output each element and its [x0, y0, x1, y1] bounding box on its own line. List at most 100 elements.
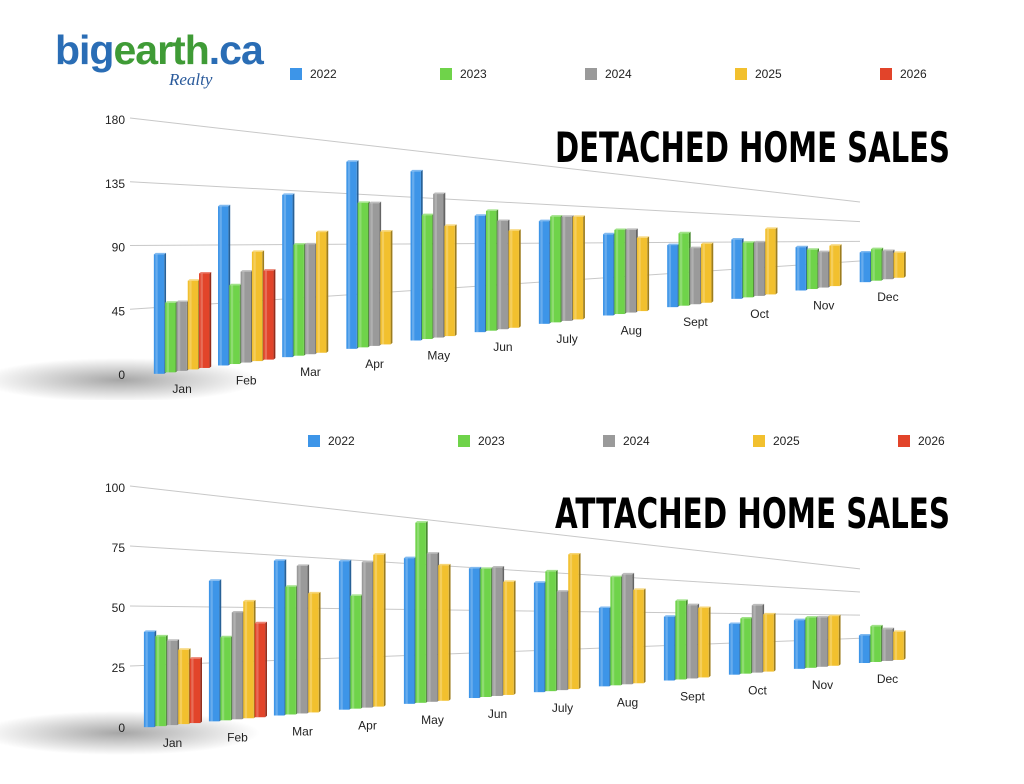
bar-may-2024: [426, 552, 440, 702]
legend-swatch: [753, 435, 765, 447]
bar-oct-2024: [753, 240, 767, 296]
legend-swatch: [458, 435, 470, 447]
legend-swatch: [290, 68, 302, 80]
legend-swatch: [603, 435, 615, 447]
bar-aug-2023: [614, 228, 627, 315]
bar-nov-2024: [818, 250, 831, 288]
logo-tagline: Realty: [169, 70, 213, 89]
bar-may-2023: [421, 213, 434, 340]
bar-jun-2023: [480, 567, 493, 697]
bar-sept-2024: [686, 603, 700, 679]
bar-jan-2023: [155, 634, 168, 727]
bar-dec-2022: [859, 250, 872, 283]
y-tick-label: 180: [105, 113, 125, 127]
bar-oct-2022: [728, 622, 742, 675]
bar-july-2023: [550, 215, 563, 323]
bar-nov-2023: [806, 248, 819, 290]
x-tick-label: Sept: [680, 689, 705, 703]
bar-feb-2022: [218, 204, 231, 366]
x-tick-label: Jun: [493, 340, 512, 354]
bar-apr-2025: [380, 230, 393, 345]
bar-may-2025: [444, 224, 457, 337]
bar-july-2025: [568, 552, 581, 690]
bar-feb-2025: [251, 250, 265, 362]
bar-dec-2025: [893, 630, 906, 660]
y-tick-label: 0: [118, 721, 125, 735]
y-tick-label: 45: [112, 304, 126, 318]
legend-item-2022: 2022: [290, 64, 337, 84]
legend-item-2022: 2022: [308, 431, 355, 451]
bar-nov-2022: [793, 618, 807, 669]
gridline: [129, 117, 861, 203]
legend-label: 2023: [478, 434, 505, 448]
bar-may-2025: [438, 563, 451, 701]
legend-label: 2023: [460, 67, 487, 81]
legend-label: 2024: [623, 434, 650, 448]
bar-apr-2023: [350, 594, 363, 709]
x-tick-label: Oct: [750, 307, 769, 321]
bar-apr-2022: [338, 559, 352, 710]
x-tick-label: Nov: [812, 678, 833, 692]
legend-label: 2025: [755, 67, 782, 81]
bar-jun-2025: [508, 229, 521, 328]
legend-item-2026: 2026: [898, 431, 945, 451]
x-tick-label: Dec: [877, 672, 898, 686]
x-tick-label: Mar: [300, 365, 321, 379]
x-tick-label: Jun: [488, 707, 507, 721]
legend-item-2026: 2026: [880, 64, 927, 84]
x-tick-label: Nov: [813, 299, 834, 313]
y-tick-label: 100: [105, 481, 125, 495]
bar-jan-2022: [143, 630, 157, 728]
bar-july-2024: [556, 590, 570, 691]
bar-july-2022: [533, 581, 547, 693]
legend-item-2023: 2023: [440, 64, 487, 84]
bar-nov-2023: [805, 616, 818, 668]
bar-mar-2023: [285, 585, 298, 715]
bar-feb-2025: [243, 599, 256, 719]
legend-label: 2025: [773, 434, 800, 448]
bar-dec-2025: [893, 251, 906, 278]
legend-swatch: [898, 435, 910, 447]
detached-sales-chart: 0 45 90 135 180 DETACHED HOME SALES Jan Feb Mar A…: [0, 113, 950, 400]
legend-label: 2022: [328, 434, 355, 448]
bar-feb-2026: [263, 269, 276, 360]
bar-oct-2025: [763, 612, 776, 672]
y-tick-label: 50: [112, 601, 126, 615]
bar-july-2025: [572, 215, 585, 320]
bar-apr-2025: [373, 553, 386, 707]
gridline: [129, 485, 861, 570]
bar-apr-2022: [346, 160, 359, 349]
bar-feb-2023: [220, 635, 233, 721]
bar-july-2024: [561, 215, 574, 321]
bar-oct-2022: [731, 238, 744, 299]
x-tick-label: May: [427, 349, 450, 363]
bar-aug-2025: [636, 236, 650, 312]
attached-sales-chart: 0 25 50 75 100 ATTACHED HOME SALES Jan Feb Mar Ap…: [0, 481, 950, 755]
legend-item-2025: 2025: [735, 64, 782, 84]
legend-item-2024: 2024: [603, 431, 650, 451]
bar-jan-2026: [199, 271, 212, 368]
x-tick-label: Mar: [292, 724, 313, 738]
bar-sept-2022: [663, 615, 677, 681]
bar-jun-2022: [474, 214, 487, 333]
bar-jun-2024: [491, 566, 505, 696]
bar-dec-2023: [870, 247, 884, 281]
bar-feb-2024: [240, 270, 253, 363]
bar-mar-2022: [273, 559, 287, 716]
bar-sept-2023: [678, 231, 691, 306]
legend-detached: 2022 2023 2024 2025 2026: [0, 64, 1024, 84]
x-tick-label: Jan: [172, 382, 191, 396]
x-tick-label: Oct: [748, 684, 767, 698]
bar-dec-2022: [858, 634, 872, 664]
legend-label: 2026: [900, 67, 927, 81]
bar-oct-2023: [742, 241, 755, 298]
bar-jan-2023: [165, 301, 178, 373]
legend-item-2025: 2025: [753, 431, 800, 451]
bar-oct-2023: [740, 617, 753, 674]
bar-apr-2024: [368, 201, 382, 346]
bar-mar-2025: [308, 591, 321, 713]
bar-jan-2024: [176, 300, 189, 371]
bar-aug-2022: [603, 232, 616, 316]
bar-feb-2023: [229, 283, 242, 365]
bar-dec-2023: [870, 624, 883, 662]
